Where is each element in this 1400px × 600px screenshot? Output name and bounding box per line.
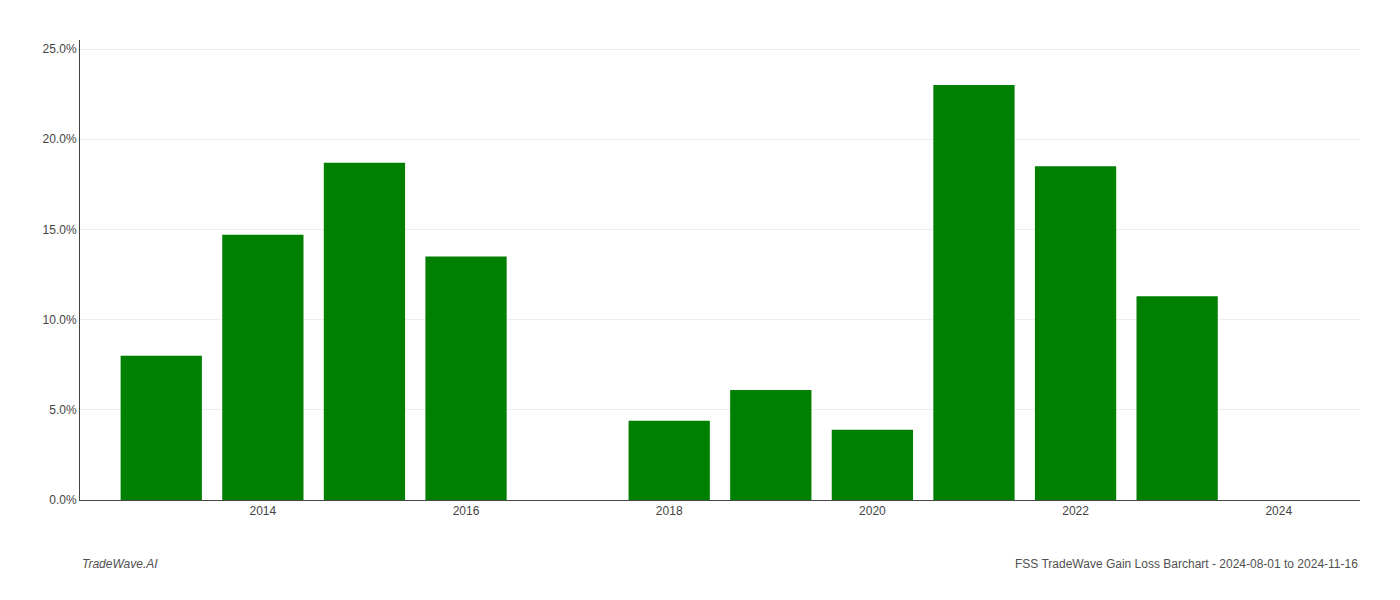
svg-text:2014: 2014 (250, 504, 277, 518)
svg-text:2016: 2016 (453, 504, 480, 518)
svg-text:10.0%: 10.0% (43, 313, 77, 327)
svg-text:TradeWave.AI: TradeWave.AI (82, 557, 158, 571)
svg-text:2024: 2024 (1265, 504, 1292, 518)
svg-text:FSS TradeWave Gain Loss Barcha: FSS TradeWave Gain Loss Barchart - 2024-… (1015, 557, 1358, 571)
svg-text:2022: 2022 (1062, 504, 1089, 518)
svg-text:0.0%: 0.0% (49, 493, 77, 507)
svg-text:2018: 2018 (656, 504, 683, 518)
svg-text:25.0%: 25.0% (43, 42, 77, 56)
svg-text:20.0%: 20.0% (43, 132, 77, 146)
svg-text:5.0%: 5.0% (49, 403, 77, 417)
svg-text:2020: 2020 (859, 504, 886, 518)
svg-text:15.0%: 15.0% (43, 223, 77, 237)
